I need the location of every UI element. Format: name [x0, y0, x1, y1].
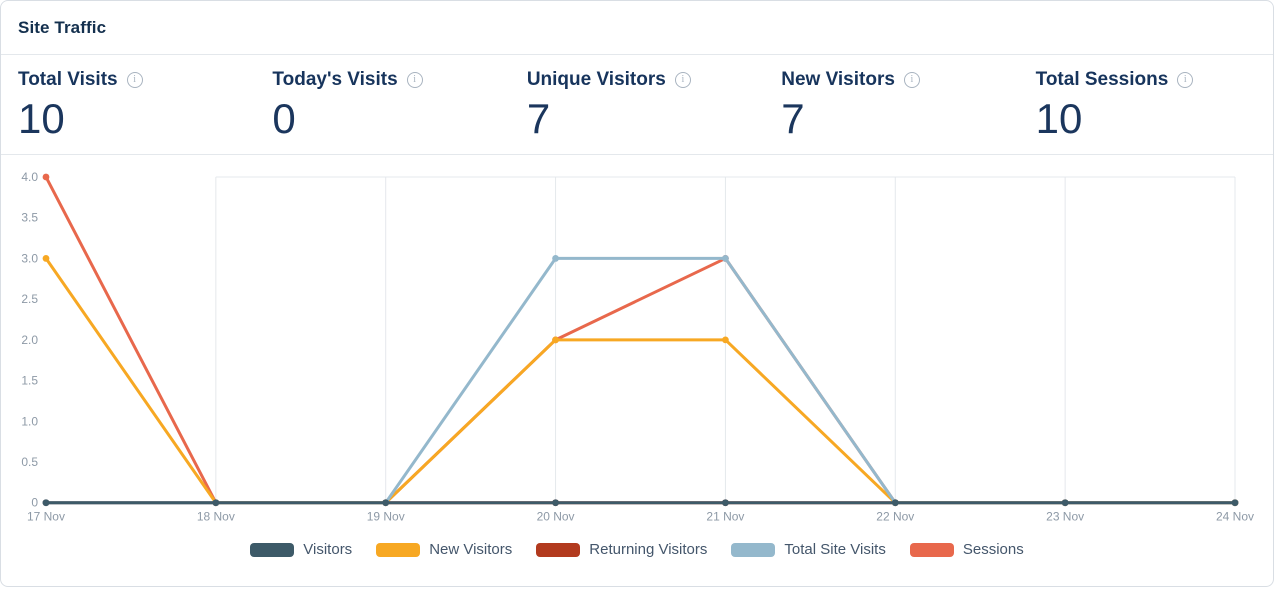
data-point [382, 499, 390, 507]
svg-text:24 Nov: 24 Nov [1216, 510, 1254, 524]
data-point [552, 336, 559, 344]
legend-swatch [250, 542, 295, 557]
stat-new-visitors: New Visitors i 7 [764, 55, 1018, 154]
svg-text:1.5: 1.5 [21, 374, 38, 388]
svg-text:4.0: 4.0 [21, 170, 38, 184]
data-point [552, 255, 559, 262]
svg-text:22 Nov: 22 Nov [876, 510, 914, 524]
svg-text:1.0: 1.0 [21, 414, 38, 428]
svg-text:3.0: 3.0 [21, 251, 38, 265]
legend-item-visitors[interactable]: Visitors [250, 541, 352, 558]
data-point [722, 255, 729, 262]
series-visitors [42, 499, 1239, 507]
svg-text:20 Nov: 20 Nov [537, 510, 575, 524]
x-axis-labels: 17 Nov 18 Nov 19 Nov 20 Nov 21 Nov 22 Nov 23 N… [27, 510, 1254, 524]
svg-text:0: 0 [31, 496, 38, 510]
data-point [891, 499, 899, 507]
svg-text:19 Nov: 19 Nov [367, 510, 405, 524]
data-point [1231, 499, 1239, 507]
legend-item-new-visitors[interactable]: New Visitors [376, 541, 512, 558]
svg-text:3.5: 3.5 [21, 211, 38, 225]
info-icon[interactable]: i [674, 72, 691, 88]
svg-text:18 Nov: 18 Nov [197, 510, 235, 524]
info-icon[interactable]: i [1177, 72, 1194, 88]
stat-value: 10 [18, 95, 65, 142]
card-header: Site Traffic [1, 1, 1273, 55]
stats-row: Total Visits i 10 Today's Visits i 0 Uni… [1, 55, 1273, 155]
stat-total-visits: Total Visits i 10 [1, 55, 255, 154]
stat-label: Today's Visits [272, 69, 398, 90]
stat-todays-visits: Today's Visits i 0 [255, 55, 509, 154]
info-icon[interactable]: i [126, 72, 143, 88]
legend-label: Visitors [303, 541, 353, 559]
data-point [42, 173, 50, 181]
svg-text:23 Nov: 23 Nov [1046, 510, 1084, 524]
legend-item-sessions[interactable]: Sessions [909, 541, 1024, 559]
chart-legend: Visitors New Visitors Returning Visitors To… [1, 535, 1273, 565]
y-axis-labels: 0 0.5 1.0 1.5 2.0 2.5 3.0 3.5 4.0 [21, 170, 38, 510]
legend-item-returning-visitors[interactable]: Returning Visitors [536, 541, 707, 558]
legend-swatch [376, 542, 421, 557]
series-new-visitors [42, 255, 1239, 507]
chart-svg: 0 0.5 1.0 1.5 2.0 2.5 3.0 3.5 4.0 17 Nov 18 Nov 19 … [21, 170, 1254, 524]
gridlines [215, 176, 1236, 503]
series-total-site-visits [42, 255, 1239, 507]
svg-text:21 Nov: 21 Nov [706, 510, 744, 524]
stat-label: Total Sessions [1035, 69, 1169, 90]
stat-value: 7 [781, 95, 805, 142]
svg-text:0.5: 0.5 [21, 455, 38, 469]
data-point [552, 499, 559, 507]
legend-item-total-site-visits[interactable]: Total Site Visits [731, 541, 886, 559]
legend-swatch [536, 542, 581, 557]
legend-swatch [909, 542, 954, 557]
legend-swatch [731, 542, 776, 557]
data-point [722, 336, 729, 344]
stat-value: 10 [1035, 95, 1083, 142]
stat-value: 7 [526, 95, 551, 142]
svg-text:17 Nov: 17 Nov [27, 510, 65, 524]
data-point [722, 499, 729, 507]
svg-text:2.5: 2.5 [21, 292, 38, 306]
stat-label: Total Visits [18, 69, 118, 90]
legend-label: Sessions [962, 541, 1024, 559]
legend-label: Returning Visitors [589, 541, 708, 559]
data-point [212, 499, 220, 507]
info-icon[interactable]: i [406, 72, 423, 88]
data-point [1061, 499, 1069, 507]
info-icon[interactable]: i [903, 72, 920, 88]
legend-label: Total Site Visits [784, 541, 886, 559]
page-title: Site Traffic [18, 17, 107, 37]
stat-total-sessions: Total Sessions i 10 [1019, 55, 1273, 154]
svg-text:2.0: 2.0 [21, 333, 38, 347]
stat-label: New Visitors [781, 69, 895, 90]
data-point [42, 255, 50, 262]
legend-label: New Visitors [429, 541, 513, 559]
traffic-line-chart[interactable]: 0 0.5 1.0 1.5 2.0 2.5 3.0 3.5 4.0 17 Nov 18 Nov 19 … [1, 155, 1273, 533]
stat-value: 0 [272, 95, 296, 142]
stat-label: Unique Visitors [526, 69, 666, 90]
data-point [42, 499, 50, 507]
stat-unique-visitors: Unique Visitors i 7 [510, 55, 764, 154]
